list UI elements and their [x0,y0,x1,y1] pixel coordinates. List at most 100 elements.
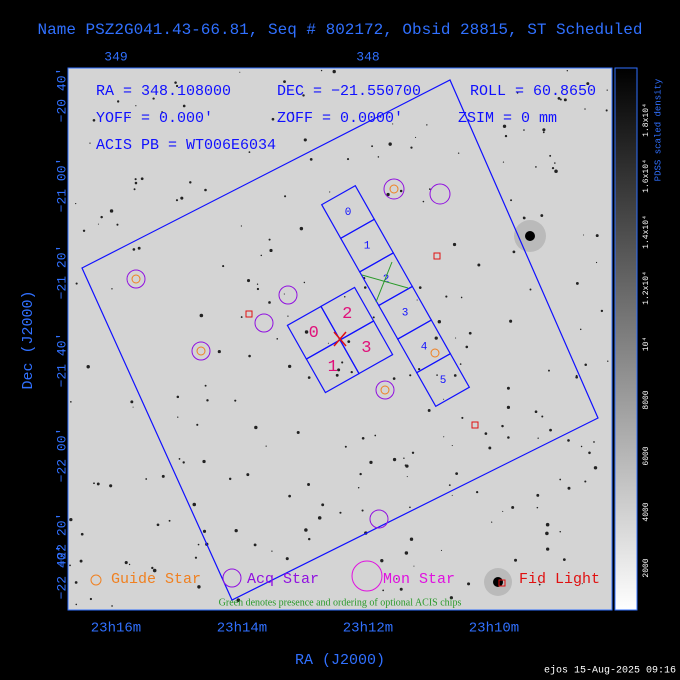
star [299,226,304,231]
star [403,457,405,459]
star [175,199,179,202]
star [559,478,562,481]
star [523,129,525,131]
star [287,315,289,317]
star [406,476,408,478]
star [350,370,353,374]
star [414,136,417,139]
star [321,503,325,507]
star [535,166,537,168]
x-tick-label: 23h14m [217,621,267,637]
star [134,181,138,185]
star [217,350,221,354]
star [75,202,77,205]
star [516,92,519,94]
star [82,229,86,232]
info: ACIS PB = WT006E6034 [96,137,276,154]
y-tick-label: −22 00' [54,428,69,483]
star [584,363,587,367]
star [506,405,511,410]
y-tick-label: −22 20' [54,513,69,568]
star [542,131,545,134]
star [579,328,582,331]
star [234,399,237,402]
star [194,556,198,559]
star [228,477,232,481]
star [80,532,84,536]
star [559,98,562,101]
star [395,578,398,580]
star [346,158,350,161]
star [151,566,154,570]
star [134,178,137,181]
star [140,177,144,181]
star [239,71,241,73]
star [253,543,257,547]
star [182,104,186,108]
star [455,472,459,476]
star [246,473,250,477]
stars [126,178,506,587]
y-tick-label: −21 20' [54,245,69,300]
star [426,124,428,126]
star [416,299,418,301]
star [344,295,346,298]
star [260,254,263,257]
star [204,384,207,387]
star [307,537,311,541]
colorbar-tick-label: 2000 [642,558,651,577]
star [178,458,181,460]
chip-label: 4 [421,341,428,353]
star [317,516,322,520]
colorbar-tick-label: 1.8x10⁴ [642,103,651,137]
x-tick-label: 23h12m [343,621,393,637]
star [304,528,308,532]
legend-label: Fid Light [519,571,600,588]
star [304,330,309,334]
star [180,196,184,200]
star [386,192,390,197]
star [92,118,96,122]
star [504,134,508,138]
star [529,288,532,291]
star [161,474,165,478]
star [75,282,78,285]
star [70,401,72,403]
star [197,543,200,546]
star [404,551,409,555]
star [135,105,137,107]
star [437,320,442,324]
star [116,223,119,226]
star [124,561,128,565]
chip-label: 3 [402,308,409,320]
star [127,115,129,117]
star [307,376,311,379]
star [459,363,462,365]
star [548,369,550,372]
star [536,506,539,509]
star [436,374,438,376]
star [109,209,114,213]
star [335,373,339,377]
star [75,603,78,606]
legend: Guide Star Acq Star Mon Star Fid Light [90,560,600,592]
y-tick-label: −21 00' [54,158,69,213]
star [506,386,510,390]
star [551,166,555,170]
star [452,242,457,247]
star [192,502,197,507]
star [488,446,492,450]
field-outline [81,79,599,601]
star [502,124,507,128]
star [512,250,516,254]
star [265,445,267,447]
star [276,338,279,340]
field-stars [69,69,609,607]
star [549,428,552,432]
star [511,505,515,509]
star [234,528,238,533]
star [502,510,504,512]
star [303,281,306,284]
star [584,108,586,110]
info: DEC = −21.550700 [277,83,421,100]
